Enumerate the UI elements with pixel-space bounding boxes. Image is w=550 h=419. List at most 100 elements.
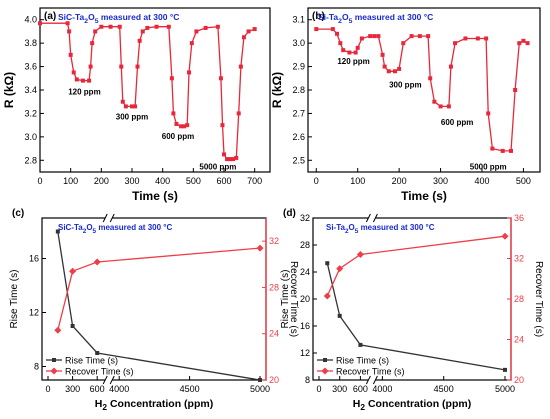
panel-title: SiC-Ta2O5 measured at 300 °C xyxy=(58,12,179,25)
y2-tick-label: 32 xyxy=(269,236,279,246)
y-tick-label: 3.2 xyxy=(24,108,37,118)
axis-break-gap xyxy=(105,377,113,383)
y-tick-label: 16 xyxy=(300,321,310,331)
x-tick-label: 400 xyxy=(474,176,489,186)
y2-tick-label: 20 xyxy=(269,375,279,385)
data-point xyxy=(130,104,134,109)
panel-d: (d) Si-Ta2O5 measured at 300 °C 0 300 600 400… xyxy=(280,208,544,412)
x-tick-label: 100 xyxy=(350,176,365,186)
data-point xyxy=(140,29,145,34)
data-point xyxy=(194,29,199,34)
legend-marker xyxy=(52,358,56,362)
data-point xyxy=(453,41,458,46)
panel-label: (d) xyxy=(283,208,296,219)
legend-label: Recover Time (s) xyxy=(336,367,405,377)
data-point xyxy=(380,52,385,57)
y-tick-label: 32 xyxy=(300,213,310,223)
data-point xyxy=(314,27,319,32)
data-point xyxy=(256,244,264,252)
data-point xyxy=(417,34,422,39)
data-point xyxy=(236,111,241,116)
data-point xyxy=(401,41,406,46)
y2-axis-label: Recover Time (s) xyxy=(533,261,544,337)
concentration-label: 120 ppm xyxy=(337,57,369,66)
y-tick-label: 3.4 xyxy=(24,85,37,95)
concentration-label: 120 ppm xyxy=(68,88,100,97)
data-point xyxy=(119,64,124,69)
data-point xyxy=(185,123,190,128)
concentration-label: 600 ppm xyxy=(162,132,194,141)
data-point xyxy=(446,104,451,109)
data-point xyxy=(323,292,331,300)
data-point xyxy=(228,157,233,162)
y-tick-label: 2.8 xyxy=(292,85,305,95)
series-line xyxy=(57,247,261,331)
data-point xyxy=(182,124,187,129)
y-tick-label: 3.0 xyxy=(292,38,305,48)
data-point xyxy=(428,76,433,81)
axis-break-mark xyxy=(365,213,371,223)
axis-break-gap xyxy=(105,215,113,221)
legend: Rise Time (s)Recover Time (s) xyxy=(317,356,405,377)
data-point xyxy=(135,64,140,69)
data-point xyxy=(88,64,93,69)
x-tick-label: 600 xyxy=(353,384,368,394)
y-tick-label: 3.8 xyxy=(24,38,37,48)
data-point xyxy=(93,258,101,266)
data-point xyxy=(353,50,358,55)
data-point xyxy=(337,313,342,318)
data-point xyxy=(95,351,100,355)
panel-b: (b)Si-Ta2O5 measured at 300 °C 0 100 200 300… xyxy=(270,7,541,203)
legend-label: Recover Time (s) xyxy=(65,367,134,377)
y-axis-label: R (kΩ) xyxy=(2,72,16,108)
data-point xyxy=(65,21,70,26)
x-tick-label: 700 xyxy=(247,176,262,186)
y-axis-label: Rise Time (s) xyxy=(280,270,291,329)
x-tick-label: 4000 xyxy=(109,384,129,394)
y-tick-label: 2.8 xyxy=(24,155,37,165)
data-point xyxy=(203,25,208,30)
legend-marker xyxy=(50,367,58,375)
data-point xyxy=(432,99,437,104)
data-point xyxy=(137,38,142,43)
data-point xyxy=(123,104,128,109)
data-point xyxy=(397,66,402,71)
x-tick-label: 500 xyxy=(516,176,531,186)
concentration-label: 300 ppm xyxy=(389,81,421,90)
y-tick-label: 2.5 xyxy=(292,155,305,165)
y-tick-label: 2.9 xyxy=(292,62,305,72)
data-point xyxy=(355,45,360,50)
data-point xyxy=(463,36,468,41)
data-point xyxy=(347,50,352,55)
x-tick-label: 5000 xyxy=(495,384,515,394)
axis-break-mark xyxy=(372,213,378,223)
data-point xyxy=(90,41,95,46)
y-tick-label: 24 xyxy=(300,267,310,277)
y-tick-label: 12 xyxy=(300,348,310,358)
axis-break-gap xyxy=(368,215,376,221)
data-point xyxy=(372,34,377,39)
data-point xyxy=(341,48,346,53)
data-point xyxy=(252,27,257,32)
data-point xyxy=(325,261,330,266)
data-point xyxy=(71,70,76,75)
data-point xyxy=(448,64,453,69)
x-tick-label: 300 xyxy=(65,384,80,394)
data-point xyxy=(231,157,236,162)
data-point xyxy=(501,232,509,240)
legend-label: Rise Time (s) xyxy=(65,356,118,366)
data-point xyxy=(54,326,62,334)
axis-break-mark xyxy=(109,375,115,385)
data-point xyxy=(169,76,174,81)
x-tick-label: 400 xyxy=(155,176,170,186)
x-tick-label: 0 xyxy=(45,384,50,394)
y-axis-label: Rise Time (s) xyxy=(9,270,20,329)
y-tick-label: 12 xyxy=(29,308,39,318)
y2-tick-label: 32 xyxy=(514,254,524,264)
x-tick-label: 500 xyxy=(186,176,201,186)
series-line xyxy=(326,263,506,371)
data-point xyxy=(234,155,239,160)
data-point xyxy=(475,36,480,41)
data-point xyxy=(500,148,505,153)
data-point xyxy=(503,367,507,372)
